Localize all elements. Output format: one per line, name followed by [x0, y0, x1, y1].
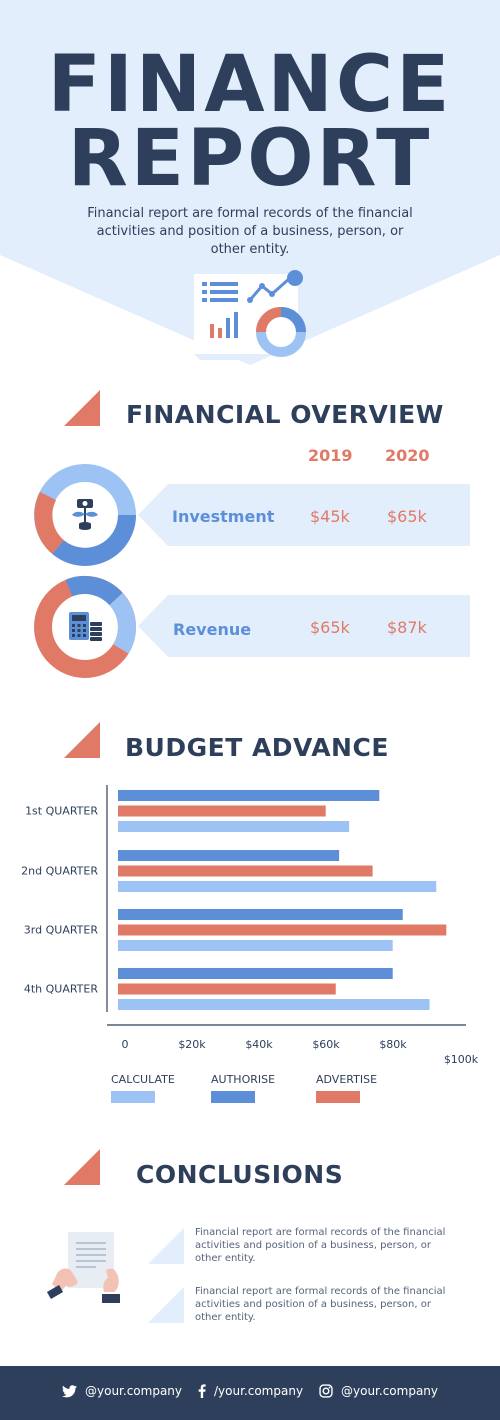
bar-authorise-q3: [118, 909, 403, 920]
budget-title: BUDGET ADVANCE: [125, 733, 389, 762]
investment-label: Investment: [172, 507, 275, 526]
year-2020: 2020: [385, 446, 430, 465]
footer-facebook-handle: /your.company: [214, 1384, 304, 1398]
bar-calculate-q2: [118, 881, 437, 892]
footer-twitter-handle: @your.company: [85, 1384, 183, 1398]
bar-advertise-q2: [118, 865, 373, 877]
legend-swatch-authorise: [211, 1091, 255, 1103]
report-subtitle: Financial report are formal records of t…: [87, 206, 413, 257]
x-tick-label: $60k: [312, 1038, 340, 1051]
twitter-icon: [62, 1384, 77, 1397]
legend-label-authorise: AUTHORISE: [211, 1073, 276, 1086]
document-hands-icon: [46, 1232, 120, 1303]
bar-calculate-q1: [118, 821, 350, 832]
bar-calculate-q4: [118, 999, 430, 1010]
bar-calculate-q3: [118, 940, 393, 951]
conclusions-title: CONCLUSIONS: [136, 1160, 344, 1189]
legend-label-advertise: ADVERTISE: [316, 1073, 378, 1086]
investment-2020-value: $65k: [387, 507, 427, 526]
y-tick-label: 1st QUARTER: [25, 805, 98, 818]
footer-twitter-link[interactable]: @your.company: [62, 1384, 182, 1398]
report-title-line2: REPORT: [67, 114, 433, 204]
y-tick-label: 4th QUARTER: [24, 983, 99, 996]
legend-label-calculate: CALCULATE: [111, 1073, 175, 1086]
footer-facebook-link[interactable]: /your.company: [198, 1384, 303, 1398]
x-tick-label: $40k: [245, 1038, 273, 1051]
money-tree-icon: [72, 499, 98, 530]
report-title-line1: FINANCE: [47, 40, 453, 130]
facebook-icon: [198, 1384, 206, 1398]
legend-swatch-calculate: [111, 1091, 155, 1103]
hero-background: [0, 0, 500, 365]
x-tick-label: 0: [122, 1038, 129, 1051]
conclusion-item: Financial report are formal records of t…: [195, 1227, 446, 1264]
bar-advertise-q3: [118, 924, 447, 936]
investment-donut: [34, 464, 136, 566]
budget-bar-chart: 1st QUARTER 2nd QUARTER 3rd QUARTER 4th QUA…: [21, 785, 479, 1066]
revenue-donut: [34, 575, 136, 678]
bar-advertise-q4: [118, 983, 336, 995]
footer-instagram-link[interactable]: @your.company: [319, 1384, 438, 1398]
revenue-band: [138, 595, 470, 657]
conclusion-marker-icon: [148, 1228, 184, 1264]
y-tick-label: 2nd QUARTER: [21, 865, 98, 878]
revenue-2019-value: $65k: [310, 618, 350, 637]
conclusion-item: Financial report are formal records of t…: [195, 1286, 446, 1323]
revenue-label: Revenue: [173, 620, 252, 639]
report-dashboard-icon: [194, 270, 306, 360]
x-tick-label: $100k: [444, 1053, 479, 1066]
bar-advertise-q1: [118, 805, 326, 817]
section-triangle-icon: [64, 1149, 100, 1185]
conclusion-marker-icon: [148, 1287, 184, 1323]
overview-title: FINANCIAL OVERVIEW: [126, 400, 444, 429]
revenue-2020-value: $87k: [387, 618, 427, 637]
section-triangle-icon: [64, 390, 100, 426]
calculator-icon: [69, 612, 102, 641]
section-triangle-icon: [64, 722, 100, 758]
legend-swatch-advertise: [316, 1091, 360, 1103]
x-tick-label: $80k: [379, 1038, 407, 1051]
investment-band: [138, 484, 470, 546]
bar-authorise-q4: [118, 968, 393, 979]
instagram-icon: [319, 1384, 333, 1398]
bar-authorise-q2: [118, 850, 340, 861]
year-2019: 2019: [308, 446, 353, 465]
x-tick-label: $20k: [178, 1038, 206, 1051]
y-tick-label: 3rd QUARTER: [24, 924, 99, 937]
footer-instagram-handle: @your.company: [341, 1384, 439, 1398]
investment-2019-value: $45k: [310, 507, 350, 526]
footer: @your.company /your.company @your.compan…: [0, 1366, 500, 1420]
bar-authorise-q1: [118, 790, 380, 801]
